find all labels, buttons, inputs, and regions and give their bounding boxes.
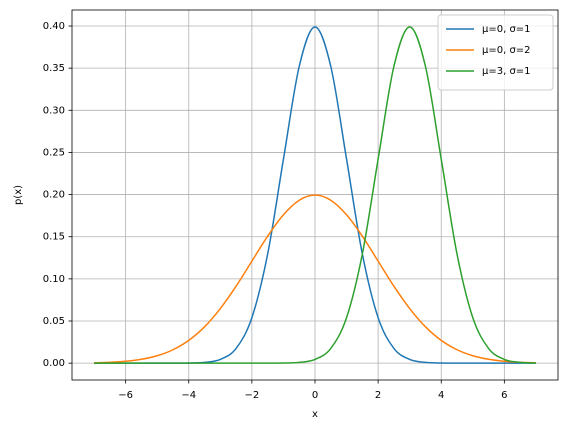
y-tick-label: 0.30 (43, 105, 65, 116)
y-tick-label: 0.20 (43, 190, 65, 201)
y-tick-label: 0.10 (43, 274, 65, 285)
y-tick-label: 0.15 (43, 232, 65, 243)
x-tick-label: −2 (245, 390, 260, 401)
line-series (94, 26, 536, 364)
legend-label: μ=3, σ=1 (482, 66, 531, 77)
legend-label: μ=0, σ=1 (482, 24, 531, 35)
x-axis-label: x (312, 409, 318, 420)
x-tick-label: 6 (501, 390, 507, 401)
x-tick-label: 2 (375, 390, 381, 401)
legend-label: μ=0, σ=2 (482, 45, 531, 56)
y-tick-label: 0.25 (43, 147, 65, 158)
x-tick-label: 4 (438, 390, 444, 401)
y-axis-label: p(x) (13, 185, 24, 205)
plot-frame (71, 9, 559, 381)
y-tick-label: 0.05 (43, 316, 65, 327)
line-series (94, 194, 536, 364)
x-tick-label: −4 (181, 390, 196, 401)
x-tick-label: −6 (118, 390, 133, 401)
y-tick-label: 0.40 (43, 21, 65, 32)
x-tick-label: 0 (312, 390, 318, 401)
y-tick-label: 0.00 (43, 358, 65, 369)
y-tick-label: 0.35 (43, 63, 65, 74)
